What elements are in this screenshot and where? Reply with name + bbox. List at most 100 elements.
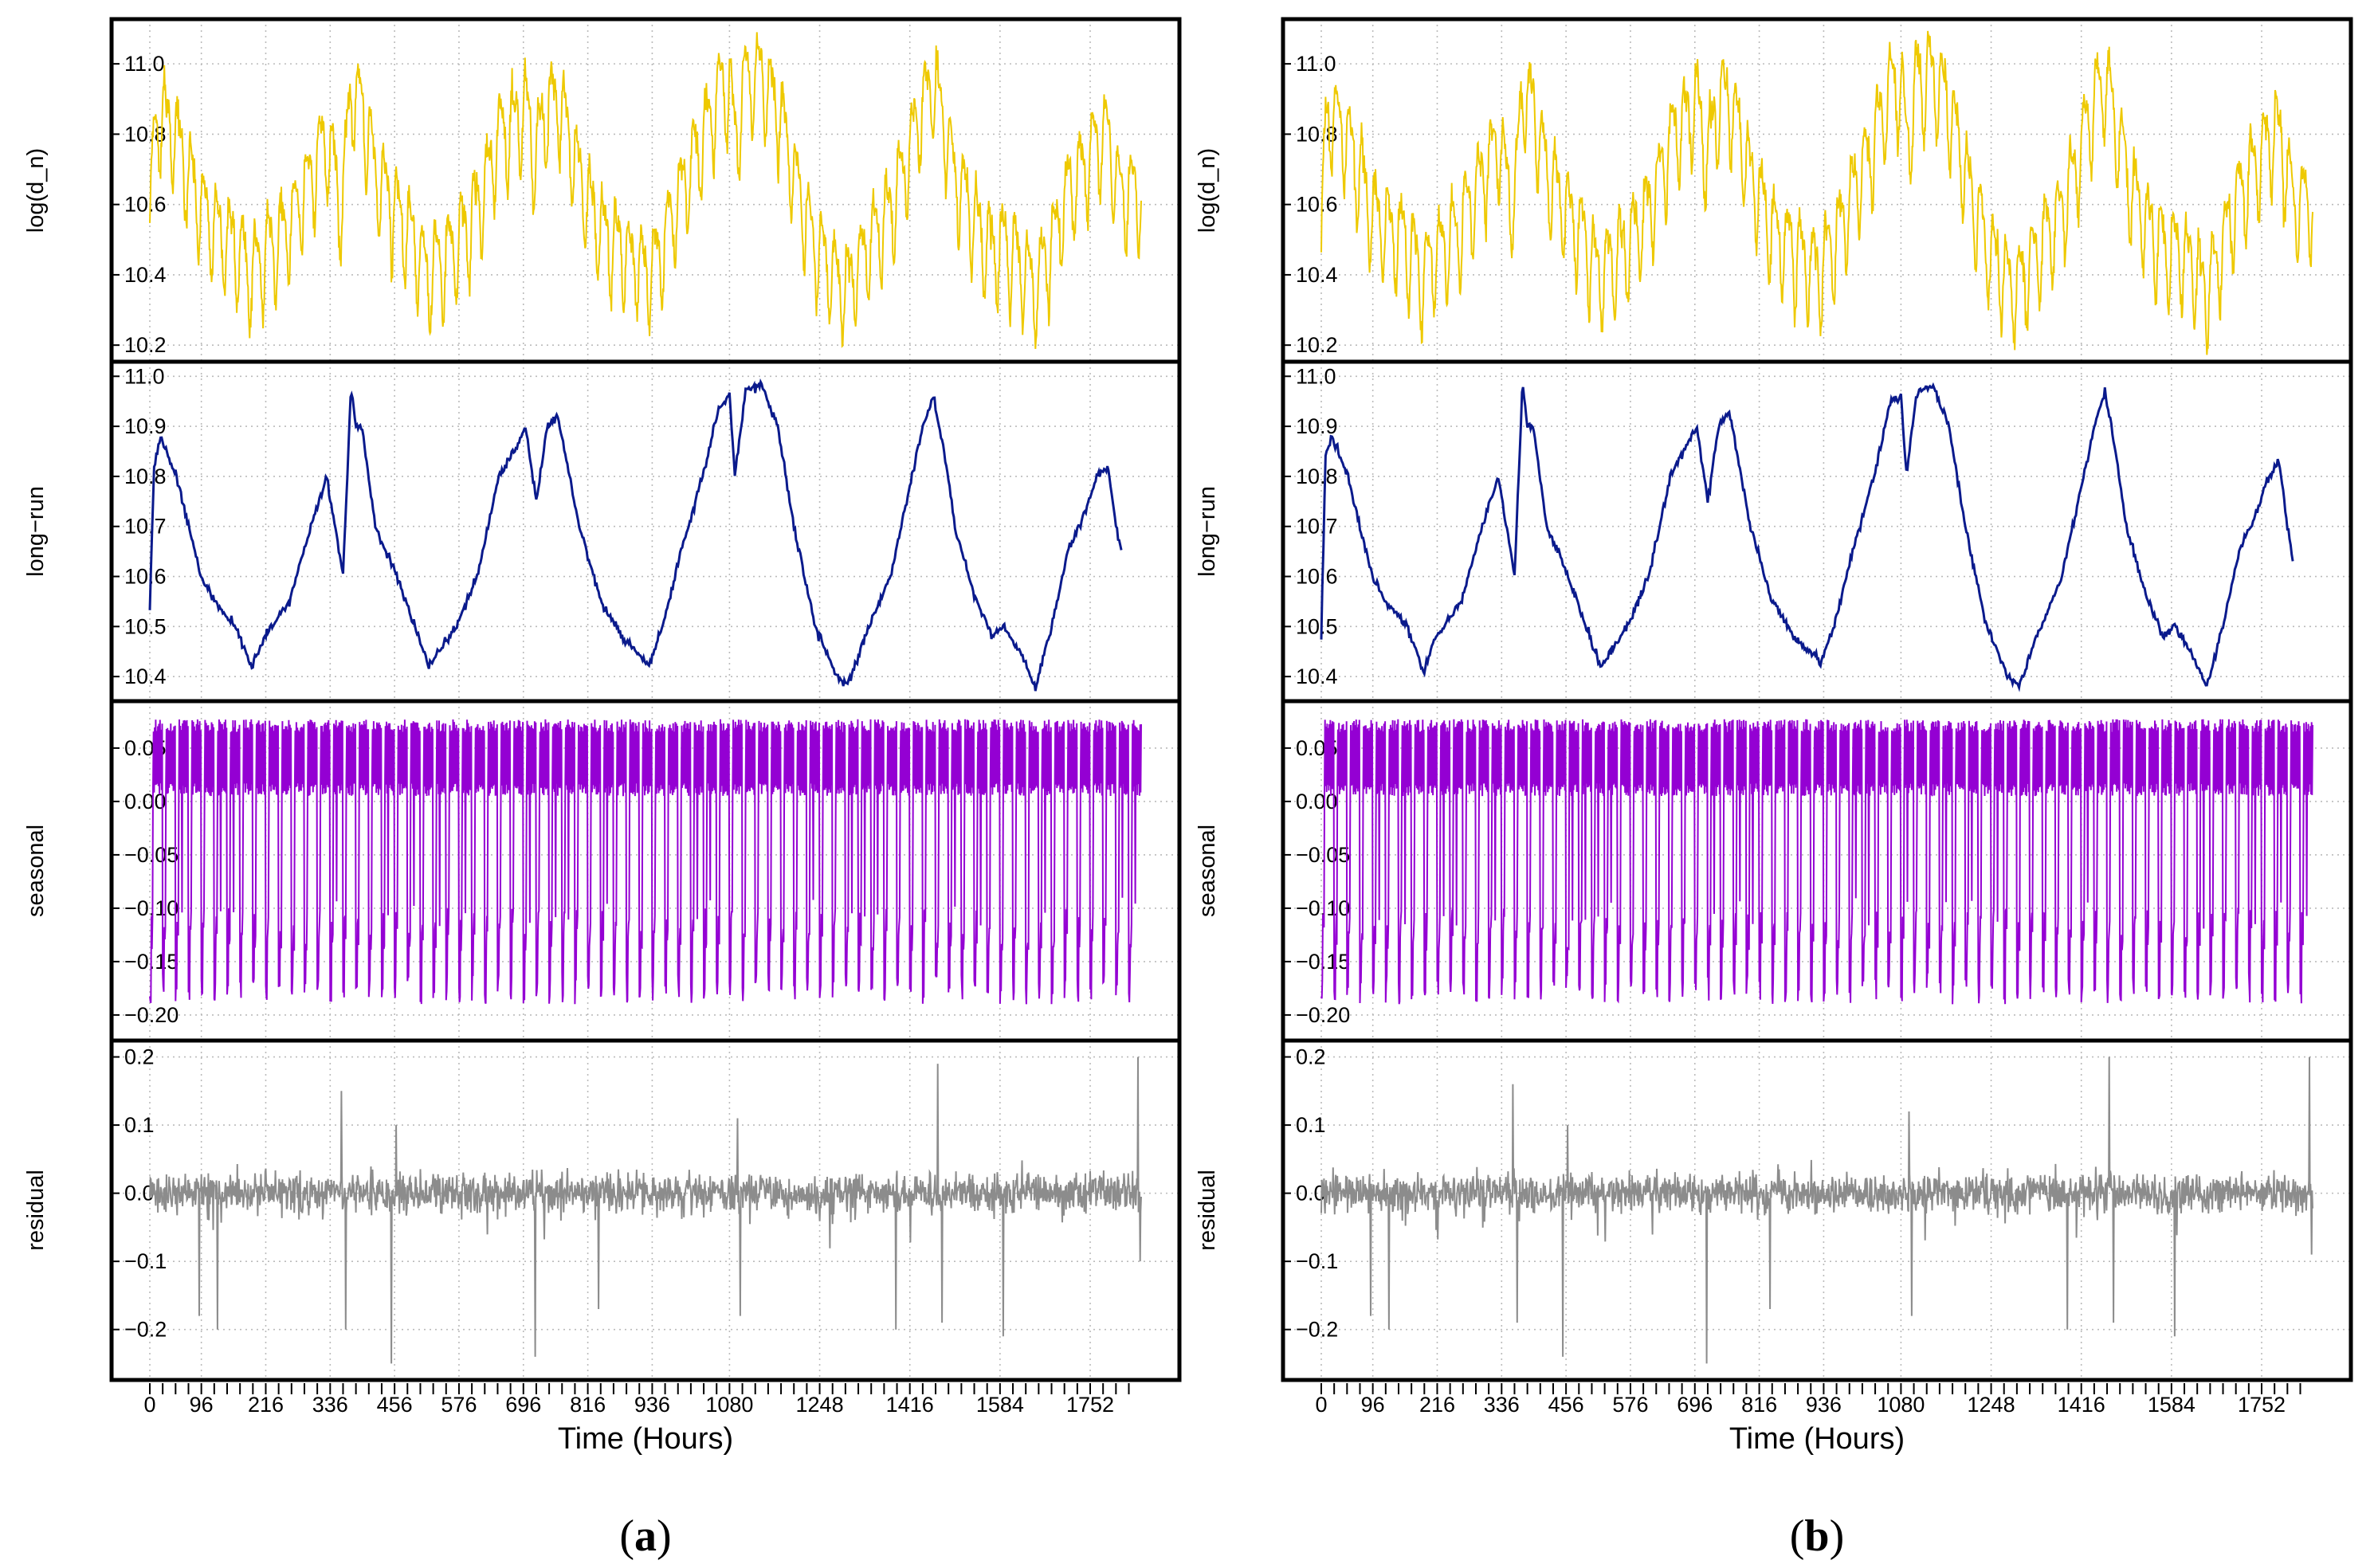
series-line-long-run — [1320, 382, 2294, 692]
y-tick-label: 10.8 — [1296, 465, 1338, 488]
y-axis-label: long−run — [23, 486, 49, 577]
caption-paren-close: ) — [657, 1511, 672, 1561]
x-tick-label: 576 — [441, 1393, 477, 1417]
x-tick-label: 1416 — [886, 1393, 934, 1417]
y-tick-label: 10.4 — [124, 664, 167, 688]
x-tick-label: 336 — [312, 1393, 348, 1417]
x-tick-label: 336 — [1484, 1393, 1520, 1417]
y-tick-label: −0.1 — [1296, 1249, 1338, 1273]
caption-paren-close: ) — [1830, 1511, 1845, 1561]
y-tick-label: −0.20 — [1296, 1003, 1350, 1027]
panel-b: 10.2 10.4 10.6 10.8 11.0 log(d_n) 10.4 10.5 10.6… — [1195, 17, 2353, 1561]
subplot-frame — [1281, 1038, 2353, 1382]
panel-caption: (b) — [1790, 1511, 1844, 1561]
caption-letter: a — [634, 1511, 657, 1561]
y-tick-label: 10.9 — [124, 414, 167, 438]
y-tick-label: 10.2 — [1296, 333, 1338, 357]
y-tick-label: 10.2 — [124, 333, 167, 357]
y-tick-label: 10.4 — [1296, 664, 1338, 688]
x-axis: 0 96 216 336 456 576 696 816 936 1080 1248 1416 1584… — [143, 1383, 1130, 1456]
x-axis: 0 96 216 336 456 576 696 816 936 1080 1248 1416 1584… — [1315, 1383, 2301, 1456]
series-line-residual — [1320, 1056, 2313, 1364]
x-tick-label: 816 — [1741, 1393, 1777, 1417]
subplot-frame — [109, 1038, 1182, 1382]
y-axis-label: residual — [23, 1170, 49, 1251]
caption-paren-open: ( — [1790, 1511, 1805, 1561]
y-tick-label: 0.1 — [1296, 1113, 1326, 1137]
y-tick-label: 10.4 — [1296, 263, 1338, 287]
x-tick-label: 696 — [505, 1393, 541, 1417]
y-tick-label: 10.5 — [124, 614, 167, 638]
y-tick-label: 0.1 — [124, 1113, 155, 1137]
x-tick-label: 1248 — [1968, 1393, 2015, 1417]
series-line-seasonal — [149, 719, 1142, 1005]
x-tick-label: 1248 — [796, 1393, 844, 1417]
x-tick-label: 456 — [1548, 1393, 1584, 1417]
x-tick-label: 936 — [1806, 1393, 1842, 1417]
y-tick-label: 0.2 — [1296, 1045, 1326, 1069]
panel-a: 10.2 10.4 10.6 10.8 11.0 log(d_n) 10.4 10.5 10.6… — [23, 17, 1182, 1561]
x-tick-label: 1752 — [2238, 1393, 2286, 1417]
y-axis-label: residual — [1195, 1170, 1220, 1251]
x-tick-label: 0 — [1315, 1393, 1327, 1417]
y-axis-label: long−run — [1195, 486, 1220, 577]
x-tick-label: 216 — [248, 1393, 284, 1417]
y-tick-label: 11.0 — [124, 364, 165, 388]
x-tick-label: 96 — [190, 1393, 214, 1417]
x-tick-label: 1080 — [1877, 1393, 1925, 1417]
subplot-long-run: 10.4 10.5 10.6 10.7 10.8 10.9 11.0 long−run — [1195, 359, 2353, 704]
y-tick-label: 11.0 — [1296, 364, 1336, 388]
y-tick-label: 10.4 — [124, 263, 167, 287]
x-tick-label: 816 — [570, 1393, 606, 1417]
caption-letter: b — [1804, 1511, 1829, 1561]
y-tick-label: 11.0 — [124, 52, 165, 76]
y-tick-label: 10.8 — [124, 122, 167, 146]
panel-caption: (a) — [619, 1511, 671, 1561]
subplot-log-d-n-: 10.2 10.4 10.6 10.8 11.0 log(d_n) — [1195, 17, 2353, 364]
series-line-log-dn — [149, 32, 1142, 349]
y-tick-label: 10.6 — [1296, 193, 1338, 217]
y-axis-label: seasonal — [1195, 825, 1220, 917]
series-line-seasonal — [1320, 719, 2313, 1005]
series-line-residual — [149, 1056, 1142, 1364]
y-tick-label: −0.2 — [124, 1318, 167, 1342]
y-axis-label: seasonal — [23, 825, 49, 917]
series-line-log-dn — [1320, 30, 2313, 355]
y-tick-label: −0.2 — [1296, 1318, 1338, 1342]
y-tick-label: −0.20 — [124, 1003, 179, 1027]
x-axis-label: Time (Hours) — [558, 1422, 733, 1456]
x-tick-label: 216 — [1419, 1393, 1455, 1417]
y-tick-label: 10.6 — [1296, 565, 1338, 589]
y-tick-label: 10.6 — [124, 565, 167, 589]
x-tick-label: 1584 — [976, 1393, 1024, 1417]
y-tick-label: −0.05 — [1296, 843, 1350, 867]
y-tick-label: 10.8 — [124, 465, 167, 488]
series-line-long-run — [148, 378, 1123, 692]
subplot-frame — [1281, 17, 2353, 364]
x-tick-label: 696 — [1677, 1393, 1713, 1417]
y-tick-label: 11.0 — [1296, 52, 1336, 76]
y-axis-label: log(d_n) — [23, 148, 49, 233]
y-tick-label: 0.2 — [124, 1045, 155, 1069]
y-tick-label: 10.8 — [1296, 122, 1338, 146]
subplot-log-d-n-: 10.2 10.4 10.6 10.8 11.0 log(d_n) — [23, 17, 1182, 364]
y-tick-label: 10.7 — [124, 515, 167, 539]
y-tick-label: −0.05 — [124, 843, 179, 867]
y-axis-label: log(d_n) — [1195, 148, 1220, 233]
y-tick-label: 10.9 — [1296, 414, 1338, 438]
y-tick-label: 10.7 — [1296, 515, 1338, 539]
x-axis-label: Time (Hours) — [1729, 1422, 1905, 1456]
x-tick-label: 456 — [377, 1393, 413, 1417]
y-tick-label: 10.6 — [124, 193, 167, 217]
caption-paren-open: ( — [619, 1511, 634, 1561]
x-tick-label: 0 — [143, 1393, 155, 1417]
x-tick-label: 936 — [634, 1393, 670, 1417]
x-tick-label: 576 — [1612, 1393, 1648, 1417]
x-tick-label: 1584 — [2148, 1393, 2195, 1417]
x-tick-label: 1080 — [705, 1393, 753, 1417]
subplot-frame — [109, 17, 1182, 364]
